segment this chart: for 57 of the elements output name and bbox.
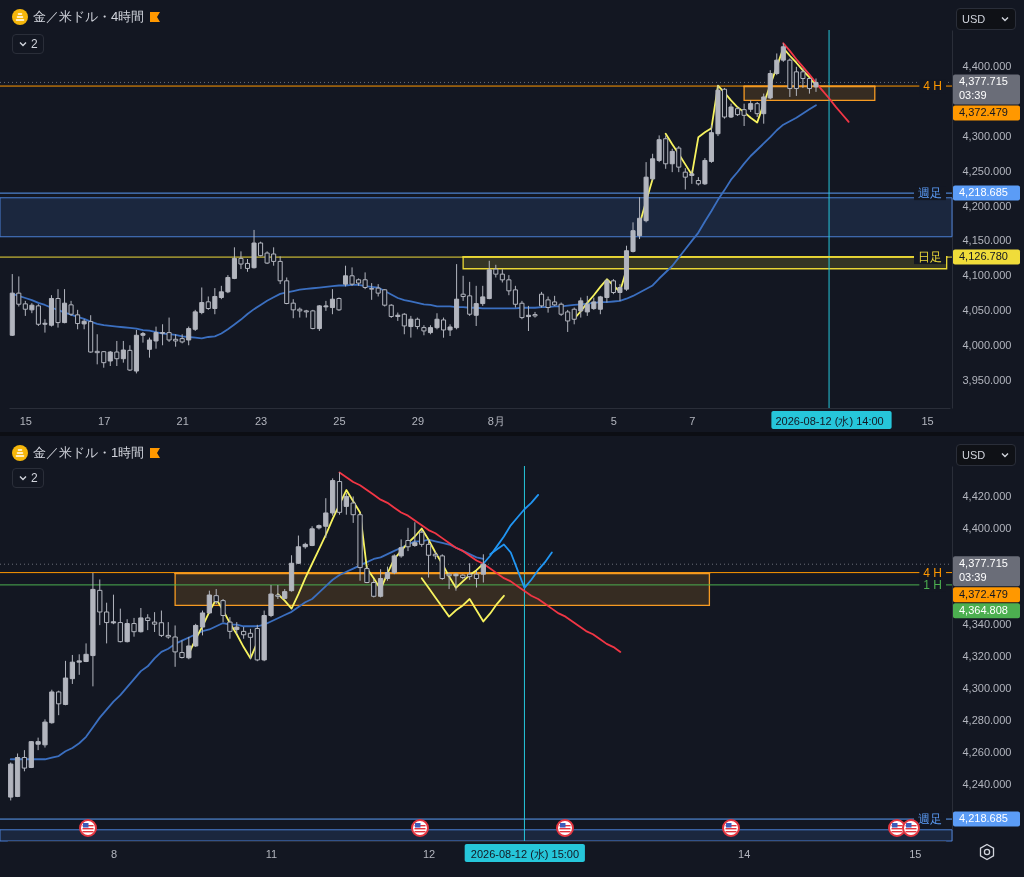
annotation: 4 H (923, 565, 942, 580)
text: 03:39 (959, 88, 987, 101)
y-tick-label: 4,240.000 (962, 778, 1012, 791)
x-tick-label: 21 (176, 414, 189, 427)
chart-title: 金／米ドル・4時間 (33, 8, 145, 26)
x-tick-label: 23 (254, 414, 268, 427)
annotation: 1 H (923, 577, 942, 592)
x-tick-label: 8 (110, 847, 118, 860)
x-tick-label: 14 (738, 847, 751, 860)
currency-dropdown: USD (956, 8, 1016, 30)
y-tick-label: 4,280.000 (962, 714, 1012, 727)
annotation: 4 H (923, 79, 942, 94)
y-tick-label: 4,300.000 (962, 682, 1012, 695)
y-tick-label: 4,100.000 (962, 269, 1012, 282)
y-tick-label: 4,300.000 (962, 130, 1012, 143)
ref-line-label: 4,126.780 (959, 250, 1008, 263)
x-tick-label: 11 (265, 847, 278, 860)
x-tick-label: 15 (19, 414, 32, 427)
annotation: 2 (31, 37, 38, 51)
text: 03:39 (959, 570, 987, 583)
chart-title: 金／米ドル・1時間 (33, 444, 145, 462)
y-tick-label: 4,260.000 (962, 746, 1012, 759)
y-tick-label: 4,250.000 (962, 164, 1012, 177)
ref-line-label: 4,372.479 (959, 587, 1008, 600)
ref-line-label: 4,377.715 (959, 74, 1008, 87)
y-tick-label: 4,050.000 (962, 304, 1012, 317)
y-tick-label: 4,400.000 (962, 522, 1012, 534)
annotation: 週足 (918, 186, 942, 201)
ref-line-label: 4,364.808 (959, 603, 1008, 616)
y-tick-label: 4,420.000 (962, 489, 1012, 502)
toggle-button: 2 (12, 34, 44, 54)
x-tick-label: 17 (98, 414, 111, 427)
x-tick-label: 12 (422, 847, 436, 860)
y-tick-label: 4,340.000 (962, 618, 1012, 631)
y-tick-label: 4,000.000 (962, 338, 1012, 351)
ref-line-label: 4,372.479 (959, 105, 1008, 118)
y-tick-label: 4,400.000 (962, 60, 1012, 73)
x-tick-label: 5 (610, 414, 617, 427)
ref-line-label: 4,377.715 (959, 556, 1008, 569)
x-tick-label: 8月 (487, 414, 505, 427)
y-tick-label: 4,200.000 (962, 199, 1012, 212)
x-tick-label: 15 (921, 414, 934, 427)
y-tick-label: 3,950.000 (962, 373, 1012, 386)
ref-line-label: 4,218.685 (959, 812, 1008, 825)
toggle-button: 2 (12, 468, 44, 488)
x-tick-label: 29 (411, 414, 425, 427)
y-tick-label: 4,150.000 (962, 234, 1012, 247)
currency-dropdown: USD (956, 444, 1016, 466)
y-tick-label: 4,320.000 (962, 650, 1012, 663)
ref-line-label: 4,218.685 (959, 186, 1008, 199)
x-tick-label: 15 (909, 847, 922, 860)
x-tick-label: 25 (333, 414, 346, 427)
annotation: 2 (31, 471, 38, 485)
annotation: 週足 (918, 812, 942, 827)
x-tick-label: 2026-08-12 (水) 14:00 (775, 414, 884, 427)
x-tick-label: 2026-08-12 (水) 15:00 (470, 847, 580, 860)
x-tick-label: 7 (689, 414, 696, 427)
